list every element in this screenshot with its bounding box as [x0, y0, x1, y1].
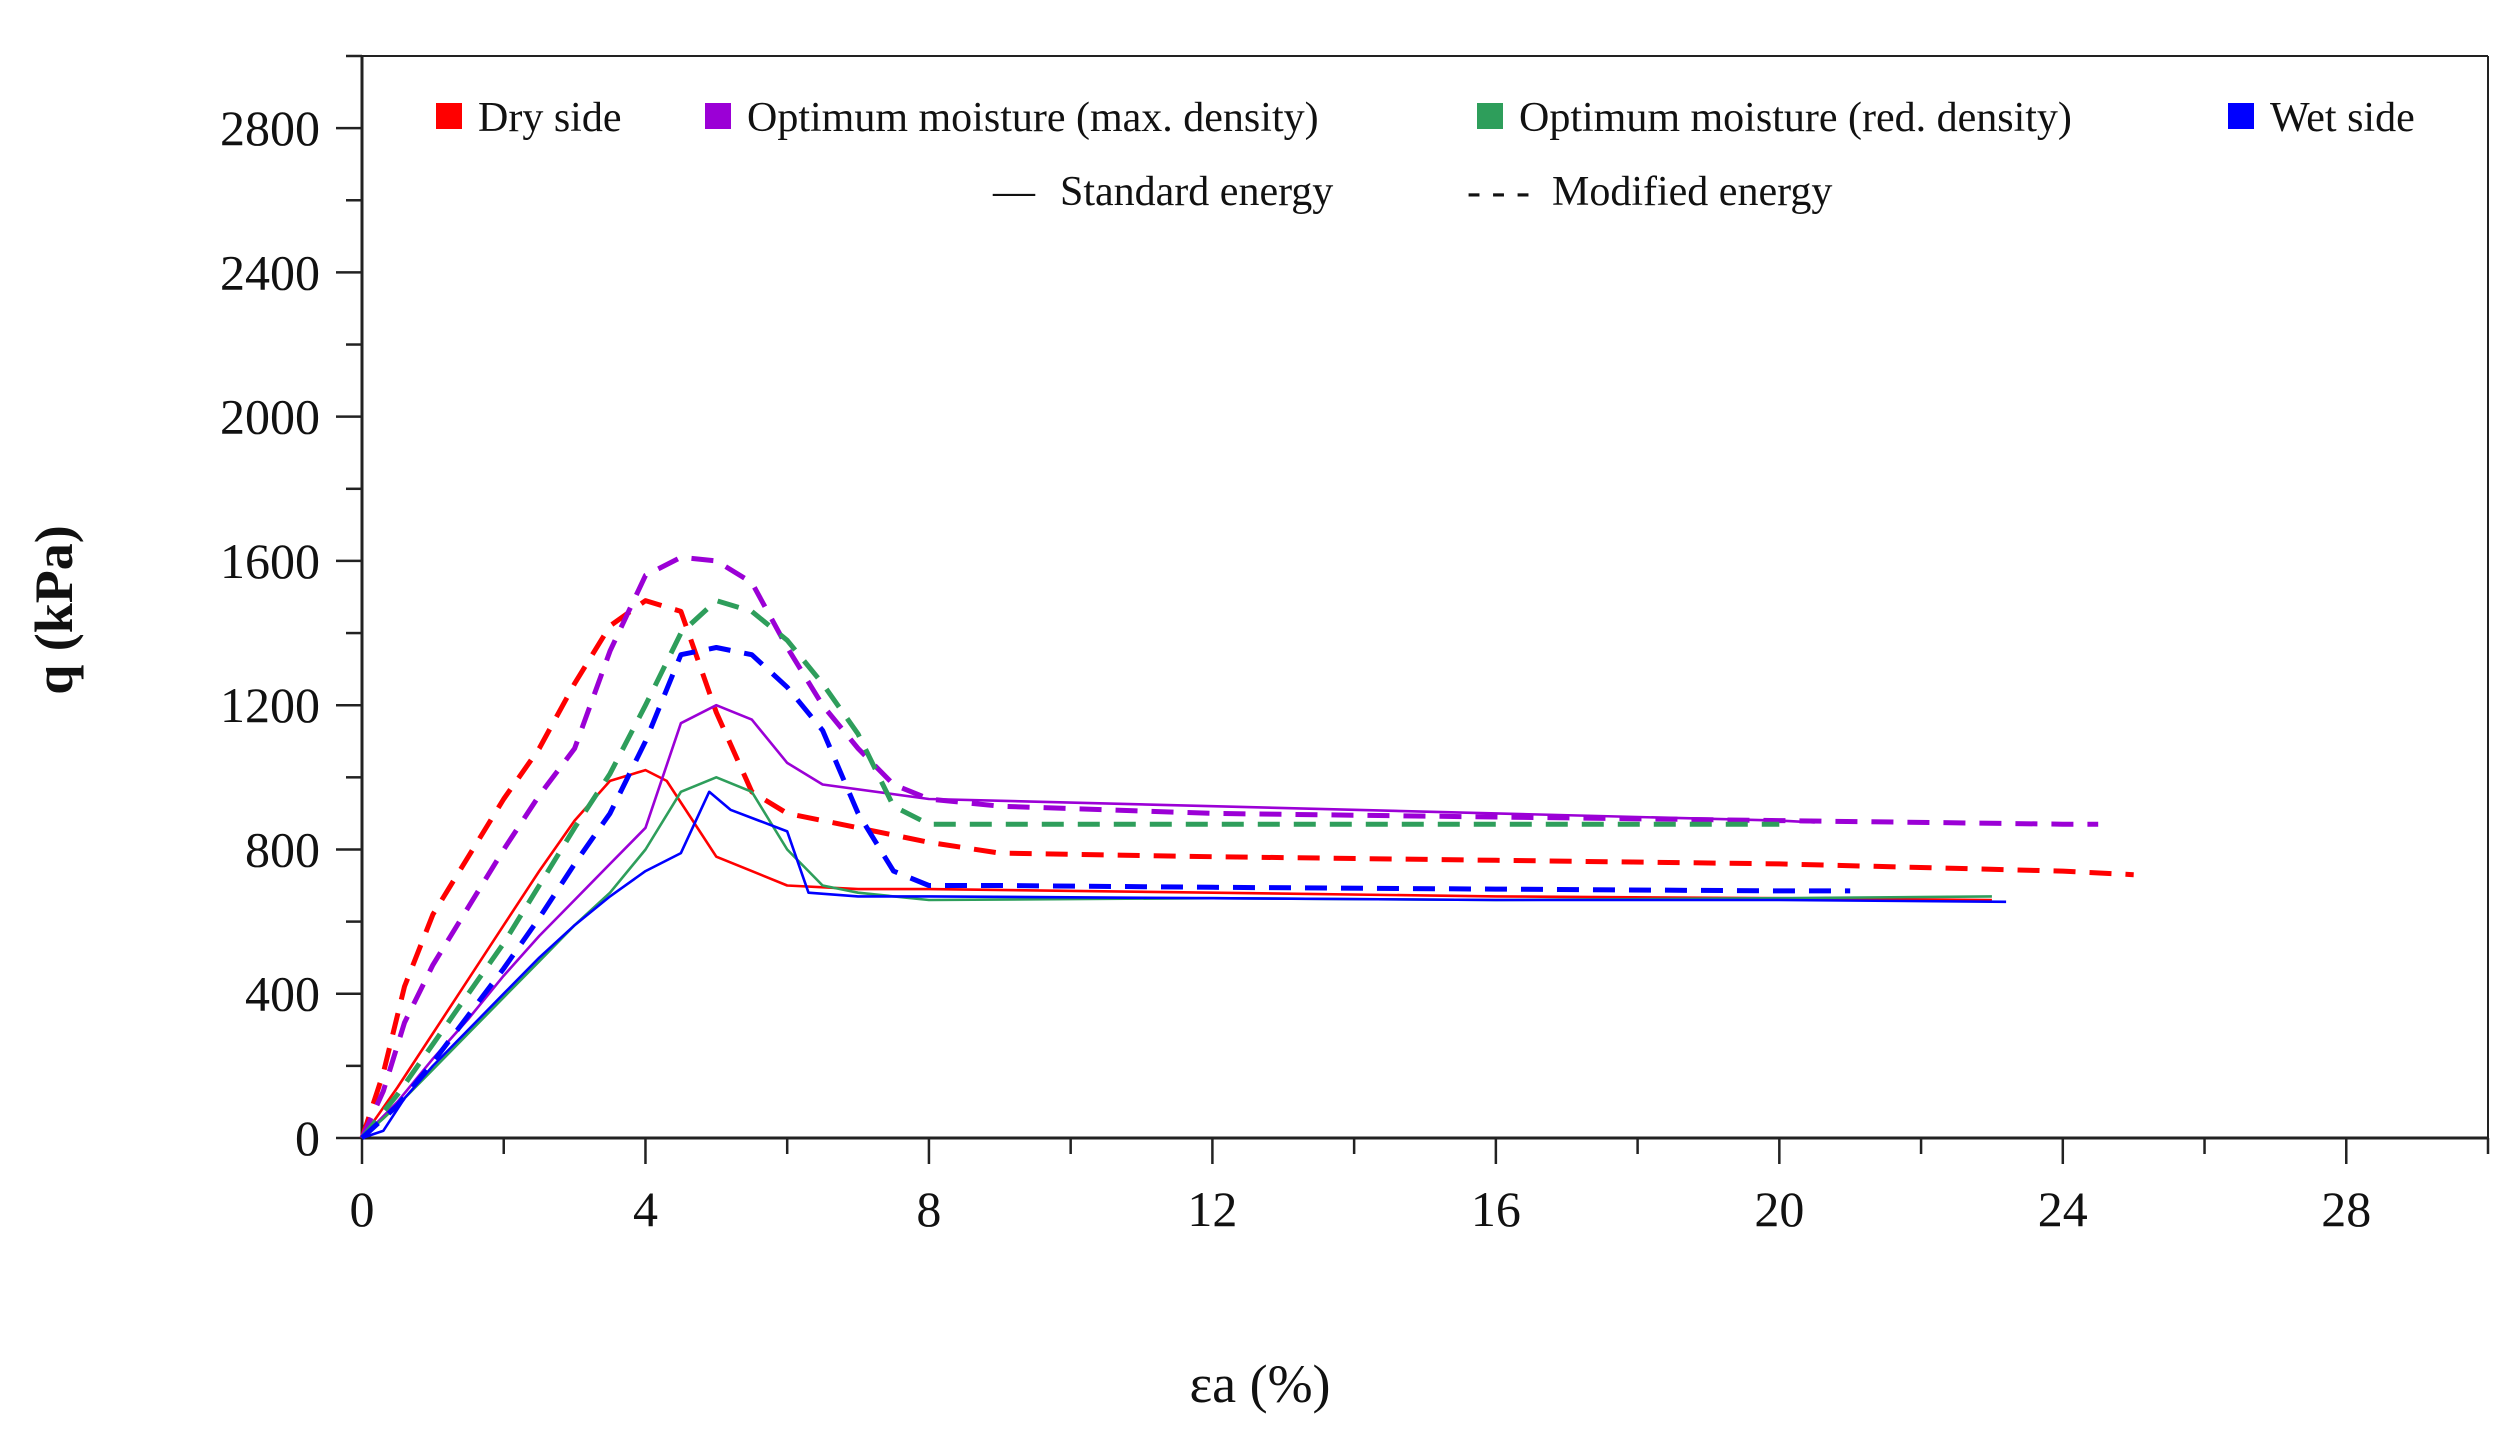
- series-layer: [359, 554, 2134, 1140]
- legend-swatch: [2228, 103, 2254, 129]
- x-tick-label: 0: [350, 1181, 375, 1237]
- x-axis-title: εa (%): [1189, 1354, 1330, 1414]
- series-line-optimum-moisture-red-density-modified-energy: [360, 598, 1780, 1140]
- series-line-optimum-moisture-red-density-standard-energy: [361, 775, 1992, 1139]
- legend-label: Optimum moisture (red. density): [1519, 95, 2072, 141]
- x-tick-label: 16: [1471, 1181, 1521, 1237]
- y-tick-label: 2800: [220, 100, 320, 156]
- legend-label: Optimum moisture (max. density): [747, 95, 1319, 141]
- series-line-wet-side-modified-energy: [360, 645, 1851, 1140]
- y-tick-label: 2400: [220, 244, 320, 300]
- y-tick-label: 1600: [220, 533, 320, 589]
- legend-style-marker: - - -: [1467, 169, 1530, 215]
- x-tick-label: 4: [633, 1181, 658, 1237]
- y-axis-title: q (kPa): [24, 525, 84, 695]
- legend-label: Wet side: [2270, 95, 2415, 141]
- legend: Dry side Optimum moisture (max. density) O…: [436, 95, 2415, 215]
- legend-label: Standard energy: [1060, 169, 1333, 215]
- y-tick-label: 1200: [220, 677, 320, 733]
- y-tick-label: 2000: [220, 389, 320, 445]
- x-tick-label: 20: [1754, 1181, 1804, 1237]
- y-tick-label: 800: [245, 821, 320, 877]
- series-line-optimum-moisture-max-density-modified-energy: [359, 554, 2099, 1140]
- x-tick-label: 24: [2038, 1181, 2088, 1237]
- y-tick-label: 0: [295, 1110, 320, 1166]
- series-line-wet-side-standard-energy: [361, 790, 2007, 1140]
- x-tick-label: 8: [916, 1181, 941, 1237]
- x-tick-label: 28: [2321, 1181, 2371, 1237]
- series-line-dry-side-modified-energy: [359, 598, 2134, 1139]
- legend-style-marker: —: [992, 169, 1036, 215]
- legend-label: Dry side: [478, 95, 621, 141]
- y-tick-label: 400: [245, 966, 320, 1022]
- x-tick-label: 12: [1187, 1181, 1237, 1237]
- legend-swatch: [1477, 103, 1503, 129]
- legend-swatch: [436, 103, 462, 129]
- legend-swatch: [705, 103, 731, 129]
- axes: 0 4 8 12 16 20 24 28 0 400 800 1200 1600 2000 2400 2800: [220, 54, 2490, 1237]
- legend-label: Modified energy: [1552, 169, 1832, 215]
